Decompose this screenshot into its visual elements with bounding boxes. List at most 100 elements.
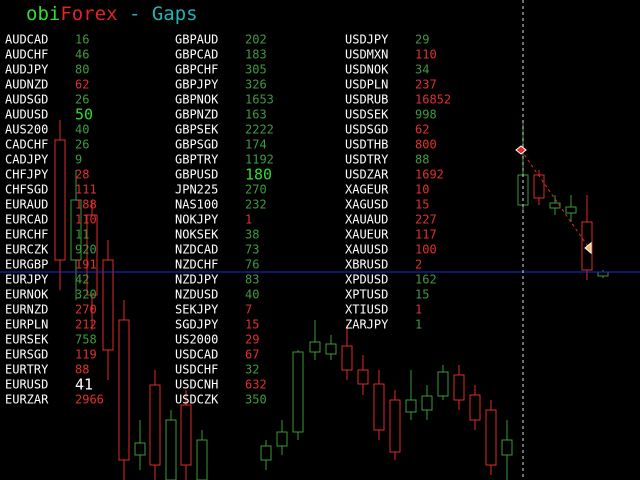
symbol: XBRUSD	[345, 258, 388, 272]
symbol: EURNOK	[5, 288, 49, 302]
gap-value: 110	[415, 48, 437, 62]
gap-value: 50	[75, 106, 93, 124]
gap-value: 1192	[245, 153, 274, 167]
gap-value: 270	[245, 183, 267, 197]
gap-value: 67	[245, 348, 259, 362]
symbol: USDMXN	[345, 48, 388, 62]
gap-value: 62	[75, 78, 89, 92]
gap-value: 162	[415, 273, 437, 287]
candle	[341, 325, 353, 380]
trade-marker	[584, 241, 592, 255]
symbol: EURTRY	[5, 363, 49, 377]
candle	[260, 440, 272, 470]
candle	[437, 365, 449, 400]
symbol: ZARJPY	[345, 318, 389, 332]
gap-value: 88	[75, 363, 89, 377]
symbol: XAUUSD	[345, 243, 388, 257]
gap-value: 83	[245, 273, 259, 287]
symbol: AUDSGD	[5, 93, 48, 107]
symbol: EURCAD	[5, 213, 48, 227]
gap-value: 40	[75, 123, 89, 137]
gap-value: 998	[415, 108, 437, 122]
symbol: NZDCHF	[175, 258, 218, 272]
symbol: NOKSEK	[175, 228, 219, 242]
candle	[165, 410, 177, 480]
symbol: CHFJPY	[5, 168, 49, 182]
symbol: AUDCAD	[5, 33, 48, 47]
gap-value: 920	[75, 243, 97, 257]
candle	[325, 335, 337, 360]
gap-value: 1653	[245, 93, 274, 107]
symbol: AUDUSD	[5, 108, 48, 122]
gap-value: 62	[415, 123, 429, 137]
gap-value: 800	[415, 138, 437, 152]
symbol: NAS100	[175, 198, 218, 212]
gap-value: 1	[245, 213, 252, 227]
symbol: GBPJPY	[175, 78, 219, 92]
candle	[70, 170, 82, 300]
trade-marker	[515, 145, 527, 155]
candle	[86, 200, 98, 330]
gap-value: 38	[245, 228, 259, 242]
candle	[149, 370, 161, 480]
gap-value: 163	[245, 108, 267, 122]
gap-value: 237	[415, 78, 437, 92]
symbol: XAUAUD	[345, 213, 388, 227]
candle	[292, 350, 304, 440]
symbol: AUDJPY	[5, 63, 49, 77]
gap-value: 232	[245, 198, 267, 212]
gap-value: 1	[415, 318, 422, 332]
symbol: USDRUB	[345, 93, 388, 107]
symbol: SGDJPY	[175, 318, 219, 332]
candle	[501, 420, 513, 480]
symbol: USDNOK	[345, 63, 389, 77]
symbol: XPTUSD	[345, 288, 388, 302]
gap-value: 326	[245, 78, 267, 92]
symbol: NZDUSD	[175, 288, 218, 302]
gap-value: 270	[75, 303, 97, 317]
symbol: NZDCAD	[175, 243, 218, 257]
symbol: GBPNOK	[175, 93, 219, 107]
trade-line	[520, 149, 590, 249]
candle	[389, 390, 401, 460]
gap-value: 15	[415, 288, 429, 302]
gap-value: 305	[245, 63, 267, 77]
candle	[485, 400, 497, 475]
gap-value: 1692	[415, 168, 444, 182]
gap-value: 758	[75, 333, 97, 347]
symbol: GBPNZD	[175, 108, 218, 122]
gap-value: 2222	[245, 123, 274, 137]
symbol: EURGBP	[5, 258, 48, 272]
gap-value: 350	[245, 393, 267, 407]
symbol: GBPSGD	[175, 138, 218, 152]
gap-value: 188	[75, 198, 97, 212]
gap-value: 632	[245, 378, 267, 392]
gap-value: 191	[75, 258, 97, 272]
symbol: EURUSD	[5, 378, 48, 392]
symbol: CADCHF	[5, 138, 48, 152]
title-part: Forex	[60, 3, 117, 25]
gap-value: 9	[75, 153, 82, 167]
gap-value: 34	[415, 63, 429, 77]
symbol: EURCHF	[5, 228, 48, 242]
gap-value: 88	[415, 153, 429, 167]
symbol: USDCNH	[175, 378, 218, 392]
symbol: EURCZK	[5, 243, 49, 257]
title: obiForex - Gaps	[26, 3, 198, 25]
gap-value: 111	[75, 183, 97, 197]
symbol: SEKJPY	[175, 303, 219, 317]
candle	[276, 420, 288, 455]
gap-value: 16852	[415, 93, 451, 107]
gap-value: 2966	[75, 393, 104, 407]
symbol: EURNZD	[5, 303, 48, 317]
title-part: obi	[26, 3, 60, 25]
symbol: EURZAR	[5, 393, 49, 407]
gap-value: 40	[245, 288, 259, 302]
gap-value: 26	[75, 93, 89, 107]
symbol: USDSGD	[345, 123, 388, 137]
gap-value: 183	[245, 48, 267, 62]
